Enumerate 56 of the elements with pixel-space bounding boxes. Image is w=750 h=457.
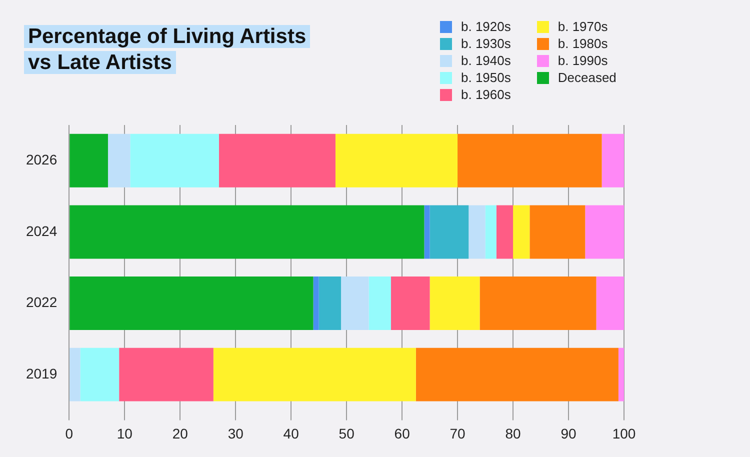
legend-label: b. 1950s [461, 70, 511, 85]
bar [496, 205, 514, 259]
bar [596, 276, 624, 330]
x-tick-label: 100 [612, 425, 636, 442]
bar [618, 348, 624, 402]
legend-label: b. 1980s [558, 36, 608, 51]
bar [530, 205, 586, 259]
bar [70, 205, 424, 259]
bar [480, 276, 596, 330]
legend-label: b. 1990s [558, 53, 608, 68]
bar [513, 205, 530, 259]
x-tick-label: 10 [116, 425, 133, 442]
bar [424, 205, 430, 259]
legend-label: b. 1940s [461, 53, 511, 68]
bar [313, 276, 319, 330]
legend-label: b. 1970s [558, 19, 608, 34]
x-tick-label: 20 [172, 425, 188, 442]
x-tick-label: 80 [505, 425, 522, 442]
bar [585, 205, 624, 259]
y-tick-label: 2019 [26, 365, 58, 382]
bar [130, 134, 219, 188]
bar [213, 348, 416, 402]
bar [119, 348, 214, 402]
y-tick-label: 2026 [26, 152, 58, 168]
legend-label: b. 1930s [461, 36, 511, 51]
x-tick-label: 70 [450, 425, 466, 442]
legend-label: b. 1960s [461, 87, 511, 102]
bar [108, 134, 130, 188]
legend-label: Deceased [558, 70, 616, 85]
bar [468, 205, 486, 259]
x-tick-label: 40 [283, 425, 300, 442]
bar [485, 205, 496, 259]
x-tick-label: 30 [228, 425, 244, 442]
x-tick-label: 0 [65, 425, 74, 442]
bar [341, 276, 369, 330]
x-tick-label: 90 [560, 425, 577, 442]
bar [416, 348, 618, 402]
chart-title: Percentage of Living Artists vs Late Artists [24, 25, 310, 74]
bar [602, 134, 624, 188]
y-tick-label: 2024 [26, 222, 58, 239]
bar [368, 276, 391, 330]
x-tick-label: 60 [394, 425, 410, 442]
bar [80, 348, 120, 402]
bar [458, 134, 602, 188]
bar [218, 134, 336, 188]
bar [430, 276, 480, 330]
bar [390, 276, 430, 330]
bar [70, 348, 80, 402]
bar [430, 205, 469, 259]
y-tick-label: 2022 [26, 294, 58, 310]
bar [318, 276, 342, 330]
bar [335, 134, 458, 188]
bar [70, 276, 314, 330]
legend-label: b. 1920s [461, 19, 511, 34]
bar [70, 134, 108, 188]
x-tick-label: 50 [338, 425, 355, 442]
